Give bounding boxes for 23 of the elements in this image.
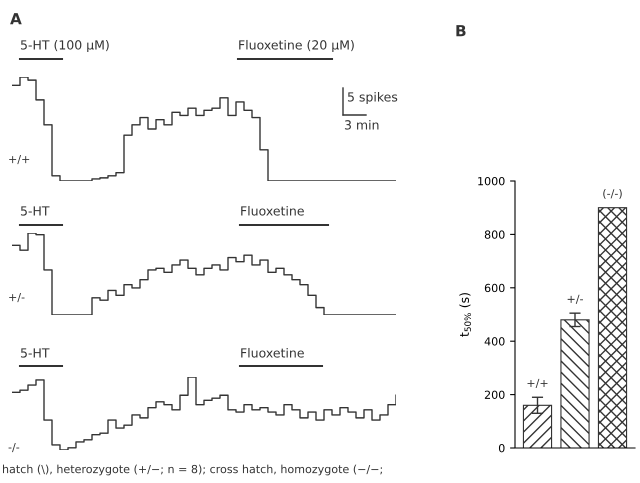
text: 5-HT (100 µM) [20, 40, 109, 52]
y-axis-title: t$_{50%}$ (s) [459, 293, 472, 337]
annotation: 5 spikes [348, 92, 398, 104]
text: Fluoxetine [241, 206, 304, 216]
y-tick-label: 600 [484, 284, 505, 292]
annotation: +/- [9, 292, 25, 302]
text: 5-HT [20, 206, 50, 216]
text: 5-HT [20, 348, 50, 358]
y-tick-label: 400 [484, 337, 505, 346]
text: Fluoxetine [241, 348, 304, 358]
annotation: +/+ [9, 154, 30, 164]
y-tick-label: 1000 [478, 176, 505, 186]
y-tick-label: 200 [484, 390, 505, 399]
bar [598, 207, 628, 448]
x-tick-label: (-/-) [603, 188, 622, 199]
text: Fluoxetine (20 µM) [239, 40, 354, 52]
y-tick-label: 0 [498, 444, 505, 452]
text: B [456, 25, 466, 36]
annotation: 3 min [344, 120, 378, 130]
text: A [10, 13, 22, 24]
text: hatch (\), heterozygote (+/−; n = 8); cross hatch, homozygote (−/−; [3, 464, 382, 476]
annotation: -/- [8, 442, 20, 452]
y-tick-label: 800 [484, 230, 505, 239]
